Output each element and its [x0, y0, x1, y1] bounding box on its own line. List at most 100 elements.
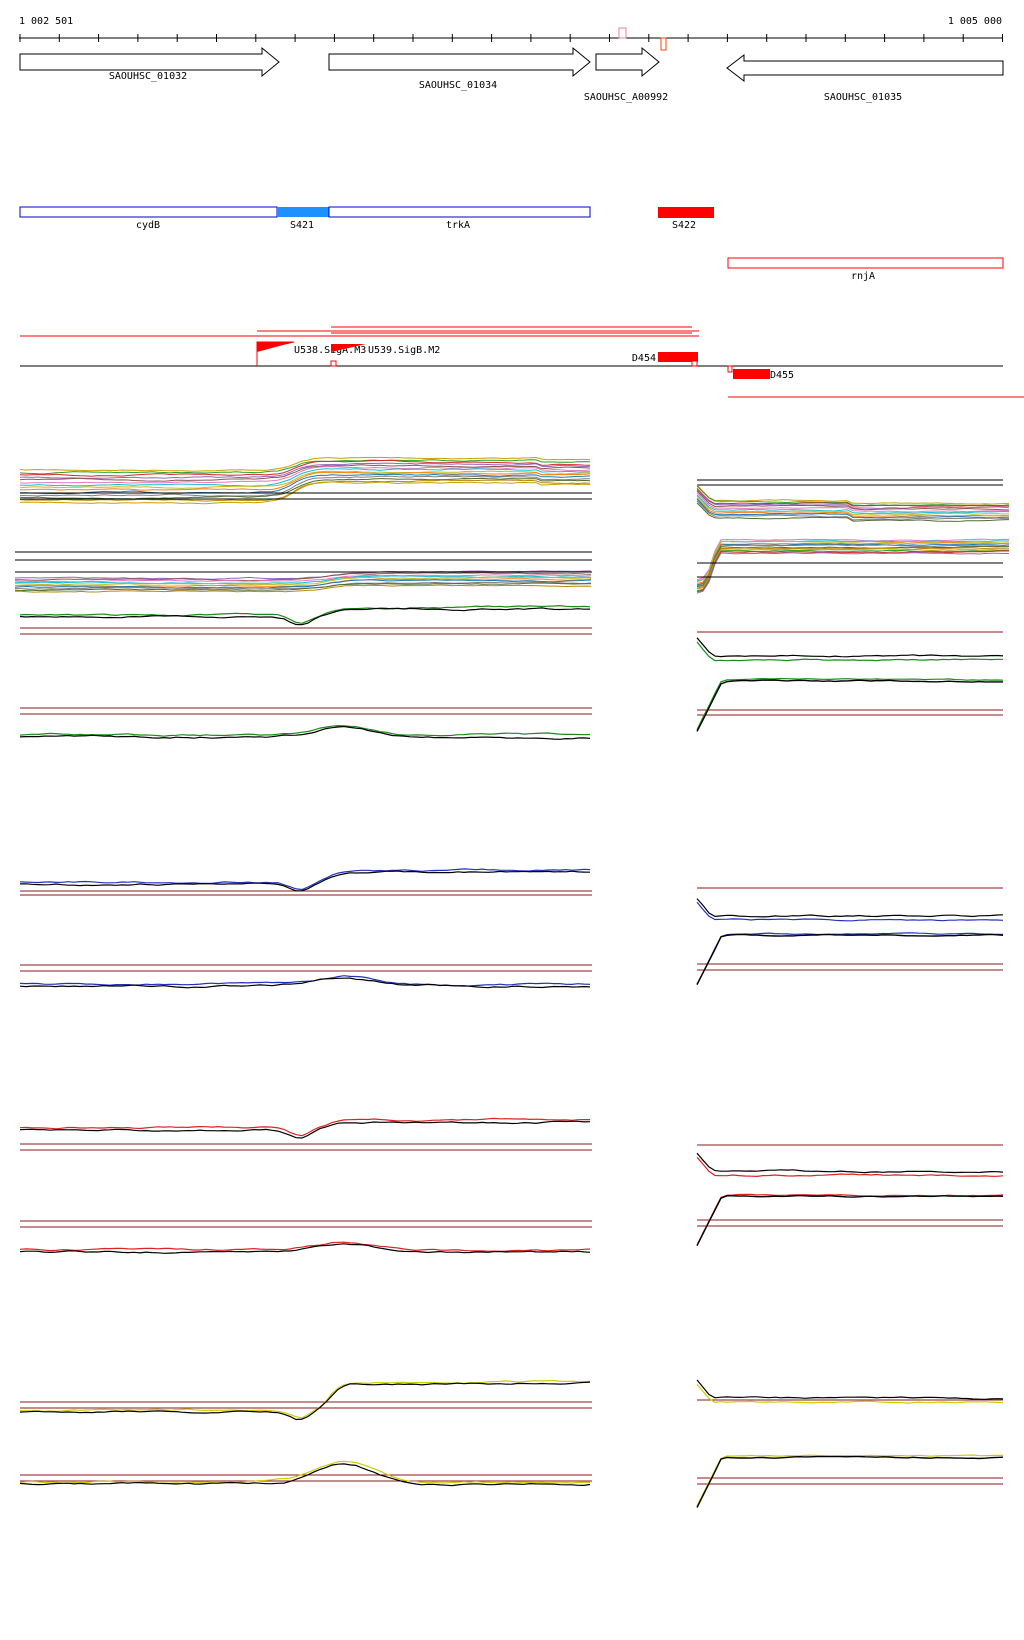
gene-arrow[interactable]	[328, 46, 591, 78]
expression-trace	[696, 1152, 1004, 1174]
annotation-label: trkA	[446, 220, 470, 231]
expression-trace	[19, 1463, 591, 1487]
annotation-gene-box[interactable]	[727, 257, 1004, 269]
expression-trace	[696, 545, 1010, 588]
expression-trace	[19, 466, 591, 484]
expression-trace	[19, 459, 591, 477]
gene-arrow[interactable]	[726, 53, 1004, 83]
annotation-label: cydB	[136, 220, 160, 231]
expression-trace	[696, 1454, 1004, 1507]
promoter-flag	[331, 344, 366, 362]
expression-trace	[19, 1460, 591, 1484]
expression-trace	[14, 579, 592, 589]
expression-trace	[696, 679, 1003, 732]
transcription-unit-label: U538.SigA.M3	[294, 345, 366, 356]
expression-panels	[14, 456, 1010, 1508]
gene-track: SAOUHSC_01032 SAOUHSC_01034 SAOUHSC_A009…	[19, 46, 1004, 103]
expression-trace	[696, 1156, 1004, 1178]
ruler-marker-up	[618, 27, 627, 39]
expression-trace	[696, 500, 1010, 521]
annotation-track: cydB S421 trkA S422 rnjA	[19, 206, 1004, 282]
expression-trace	[19, 977, 591, 989]
expression-trace	[696, 550, 1010, 593]
expression-trace	[696, 1384, 1004, 1404]
transcription-track: U538.SigA.M3 U539.SigB.M2 D454 D455	[20, 326, 1024, 398]
annotation-gene-box[interactable]	[19, 206, 278, 218]
expression-trace	[696, 489, 1010, 509]
expression-trace	[696, 677, 1004, 731]
expression-trace	[696, 492, 1010, 513]
expression-trace	[696, 538, 1010, 581]
expression-trace	[19, 725, 591, 740]
expression-trace	[19, 1120, 591, 1139]
expression-trace	[19, 607, 591, 626]
expression-trace	[696, 490, 1010, 511]
expression-trace	[696, 1194, 1004, 1247]
expression-trace	[19, 468, 590, 487]
promoter-flag	[257, 342, 294, 352]
expression-trace	[19, 975, 591, 987]
annotation-label: S422	[672, 220, 696, 231]
expression-trace	[696, 898, 1004, 918]
expression-trace	[696, 544, 1010, 587]
downshift-label: D454	[632, 353, 656, 364]
expression-trace	[696, 1455, 1004, 1508]
expression-trace	[14, 576, 592, 586]
expression-trace	[19, 481, 591, 505]
annotation-label: S421	[290, 220, 314, 231]
downshift-end-box	[727, 365, 733, 373]
expression-trace	[696, 488, 1010, 507]
expression-trace	[696, 933, 1004, 986]
downshift-box[interactable]	[658, 352, 698, 362]
downshift-end-box	[691, 360, 698, 367]
expression-trace	[696, 495, 1010, 516]
expression-trace	[696, 637, 1004, 658]
expression-trace	[19, 479, 591, 502]
expression-trace	[696, 542, 1010, 584]
downshift-box[interactable]	[733, 369, 770, 379]
expression-trace	[696, 498, 1010, 519]
ruler-ticks	[19, 34, 1003, 42]
expression-trace	[696, 1379, 1004, 1400]
gene-arrow[interactable]	[19, 46, 280, 78]
annotation-segment-box[interactable]	[277, 207, 329, 217]
downshift-label: D455	[770, 370, 794, 381]
expression-trace	[14, 582, 592, 592]
expression-trace	[19, 1379, 591, 1419]
expression-trace	[19, 456, 591, 472]
expression-trace	[19, 1117, 590, 1137]
gene-label: SAOUHSC_A00992	[584, 92, 668, 103]
expression-trace	[20, 473, 591, 495]
expression-trace	[15, 572, 592, 582]
gene-arrow[interactable]	[595, 46, 660, 78]
expression-trace	[15, 584, 592, 593]
annotation-gene-box[interactable]	[328, 206, 591, 218]
expression-trace	[696, 494, 1010, 515]
expression-trace	[696, 497, 1010, 517]
expression-trace	[696, 549, 1010, 592]
expression-trace	[19, 1243, 591, 1254]
expression-trace	[19, 459, 591, 475]
expression-trace	[19, 470, 591, 489]
expression-trace	[696, 502, 1010, 522]
gene-label: SAOUHSC_01032	[109, 71, 187, 82]
expression-trace	[696, 548, 1010, 590]
ruler-marker-down	[660, 37, 667, 51]
expression-trace	[19, 724, 591, 737]
gene-label: SAOUHSC_01034	[419, 80, 497, 91]
expression-trace	[696, 547, 1010, 589]
expression-trace	[19, 1241, 591, 1252]
expression-trace	[19, 475, 590, 497]
expression-trace	[696, 641, 1003, 662]
expression-trace	[696, 540, 1010, 583]
promoter-box	[330, 360, 337, 367]
expression-trace	[696, 1193, 1004, 1246]
expression-trace	[19, 868, 591, 891]
expression-trace	[19, 1381, 591, 1421]
expression-trace	[696, 932, 1003, 985]
expression-trace	[19, 464, 591, 482]
annotation-segment-box[interactable]	[658, 207, 714, 218]
gene-label: SAOUHSC_01035	[824, 92, 902, 103]
expression-trace	[14, 574, 592, 583]
